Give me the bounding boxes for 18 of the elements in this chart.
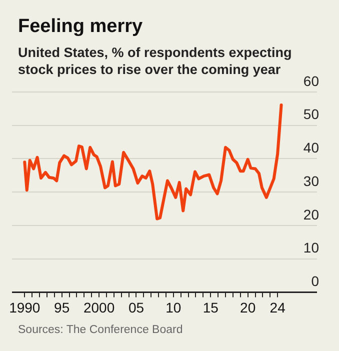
x-tick-label: 2000 (83, 299, 115, 316)
y-tick-label: 10 (303, 240, 320, 256)
y-tick-label: 0 (311, 273, 320, 290)
source-note: Sources: The Conference Board (18, 324, 184, 336)
x-tick-label: 1990 (9, 299, 40, 316)
y-tick-label: 20 (303, 206, 320, 222)
x-tick-label: 95 (54, 299, 70, 316)
chart-title: Feeling merry (17, 15, 144, 38)
x-tick-label: 24 (270, 299, 286, 316)
y-tick-label: 50 (303, 106, 320, 122)
x-tick-label: 15 (202, 299, 219, 316)
y-tick-label: 40 (303, 140, 320, 156)
y-tick-label: 60 (303, 72, 320, 89)
chart-subtitle: United States, % of respondents expecting stock prices to rise over the coming year (18, 44, 293, 77)
y-tick-label: 30 (303, 172, 320, 189)
x-tick-label: 05 (128, 299, 144, 316)
x-tick-label: 20 (240, 299, 256, 316)
x-tick-label: 10 (166, 299, 182, 316)
